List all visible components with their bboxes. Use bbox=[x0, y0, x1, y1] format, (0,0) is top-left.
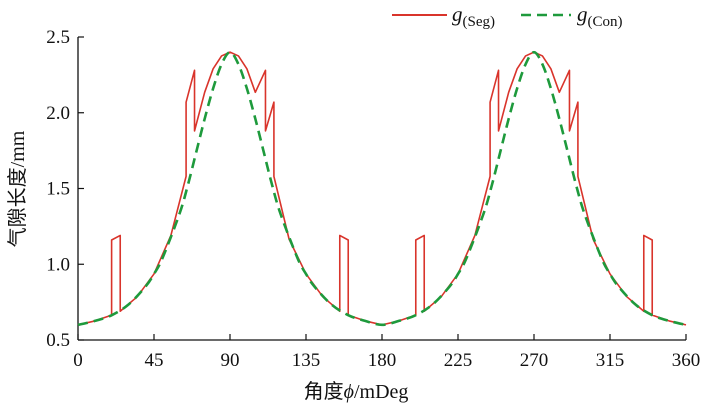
x-tick-label: 135 bbox=[292, 350, 321, 371]
legend-con-name: g bbox=[577, 2, 588, 26]
legend-seg-name: g bbox=[452, 2, 463, 26]
y-tick-label: 1.0 bbox=[46, 254, 70, 275]
legend: g(Seg) g(Con) bbox=[392, 2, 623, 30]
y-tick-label: 1.5 bbox=[46, 179, 70, 200]
x-tick-label: 315 bbox=[596, 350, 625, 371]
legend-con-label: g(Con) bbox=[577, 2, 623, 30]
x-axis-ticks: 0 45 90 135 180 225 270 315 360 bbox=[73, 334, 700, 371]
x-tick-label: 0 bbox=[73, 350, 83, 371]
x-tick-label: 180 bbox=[368, 350, 397, 371]
series-layer bbox=[77, 50, 687, 327]
x-axis-label-symbol: ϕ bbox=[344, 381, 354, 403]
legend-seg-sub: (Seg) bbox=[463, 14, 496, 30]
y-tick-label: 2.0 bbox=[46, 103, 70, 124]
x-axis-label-unit: /mDeg bbox=[354, 381, 408, 403]
x-axis-label: 角度ϕ/mDeg bbox=[304, 380, 409, 403]
series-line-seg bbox=[77, 51, 687, 326]
x-tick-label: 90 bbox=[221, 350, 240, 371]
x-tick-label: 360 bbox=[672, 350, 701, 371]
y-tick-label: 0.5 bbox=[46, 330, 70, 351]
x-tick-label: 270 bbox=[520, 350, 549, 371]
series-line-con bbox=[77, 50, 687, 327]
y-tick-label: 2.5 bbox=[46, 27, 70, 48]
y-axis-ticks: 0.5 1.0 1.5 2.0 2.5 bbox=[46, 27, 84, 351]
y-axis-label: 气隙长度/mm bbox=[6, 130, 29, 247]
legend-seg-label: g(Seg) bbox=[452, 2, 495, 30]
x-tick-label: 45 bbox=[145, 350, 164, 371]
x-tick-label: 225 bbox=[444, 350, 473, 371]
x-axis-label-prefix: 角度 bbox=[304, 380, 344, 403]
legend-con-sub: (Con) bbox=[588, 14, 623, 30]
